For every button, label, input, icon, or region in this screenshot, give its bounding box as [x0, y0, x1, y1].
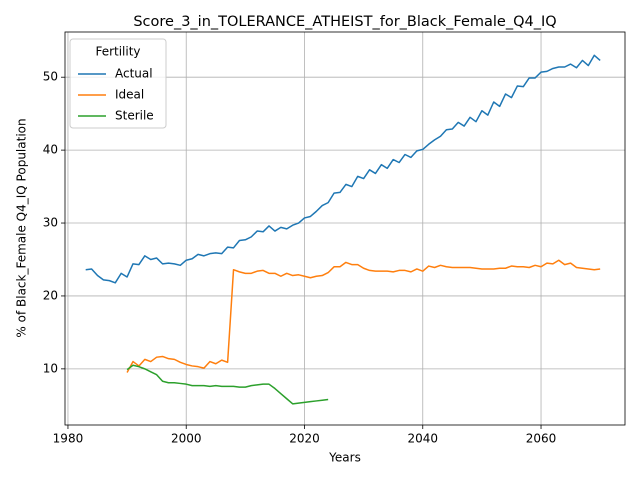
series-line	[85, 54, 601, 284]
legend-label: Ideal	[115, 88, 144, 102]
axes-frame	[64, 31, 626, 426]
x-axis-label: Years	[328, 451, 361, 465]
x-tick-label: 2040	[407, 432, 438, 446]
chart-title: Score_3_in_TOLERANCE_ATHEIST_for_Black_F…	[133, 14, 556, 30]
x-tick-label: 2060	[526, 432, 557, 446]
legend-box	[69, 38, 167, 129]
y-axis-label: % of Black_Female Q4_IQ Population	[15, 118, 29, 337]
x-tick-label: 2000	[171, 432, 202, 446]
x-tick-label: 1980	[53, 432, 84, 446]
x-tick-label: 2020	[289, 432, 320, 446]
y-tick-label: 30	[43, 216, 58, 230]
y-tick-label: 50	[43, 70, 58, 84]
series-line	[126, 259, 601, 373]
legend-label: Actual	[115, 67, 153, 81]
y-tick-label: 10	[43, 361, 58, 375]
y-tick-label: 40	[43, 143, 58, 157]
y-tick-label: 20	[43, 288, 58, 302]
legend-title: Fertility	[95, 45, 140, 59]
series-line	[126, 364, 329, 405]
legend-label: Sterile	[115, 109, 154, 123]
